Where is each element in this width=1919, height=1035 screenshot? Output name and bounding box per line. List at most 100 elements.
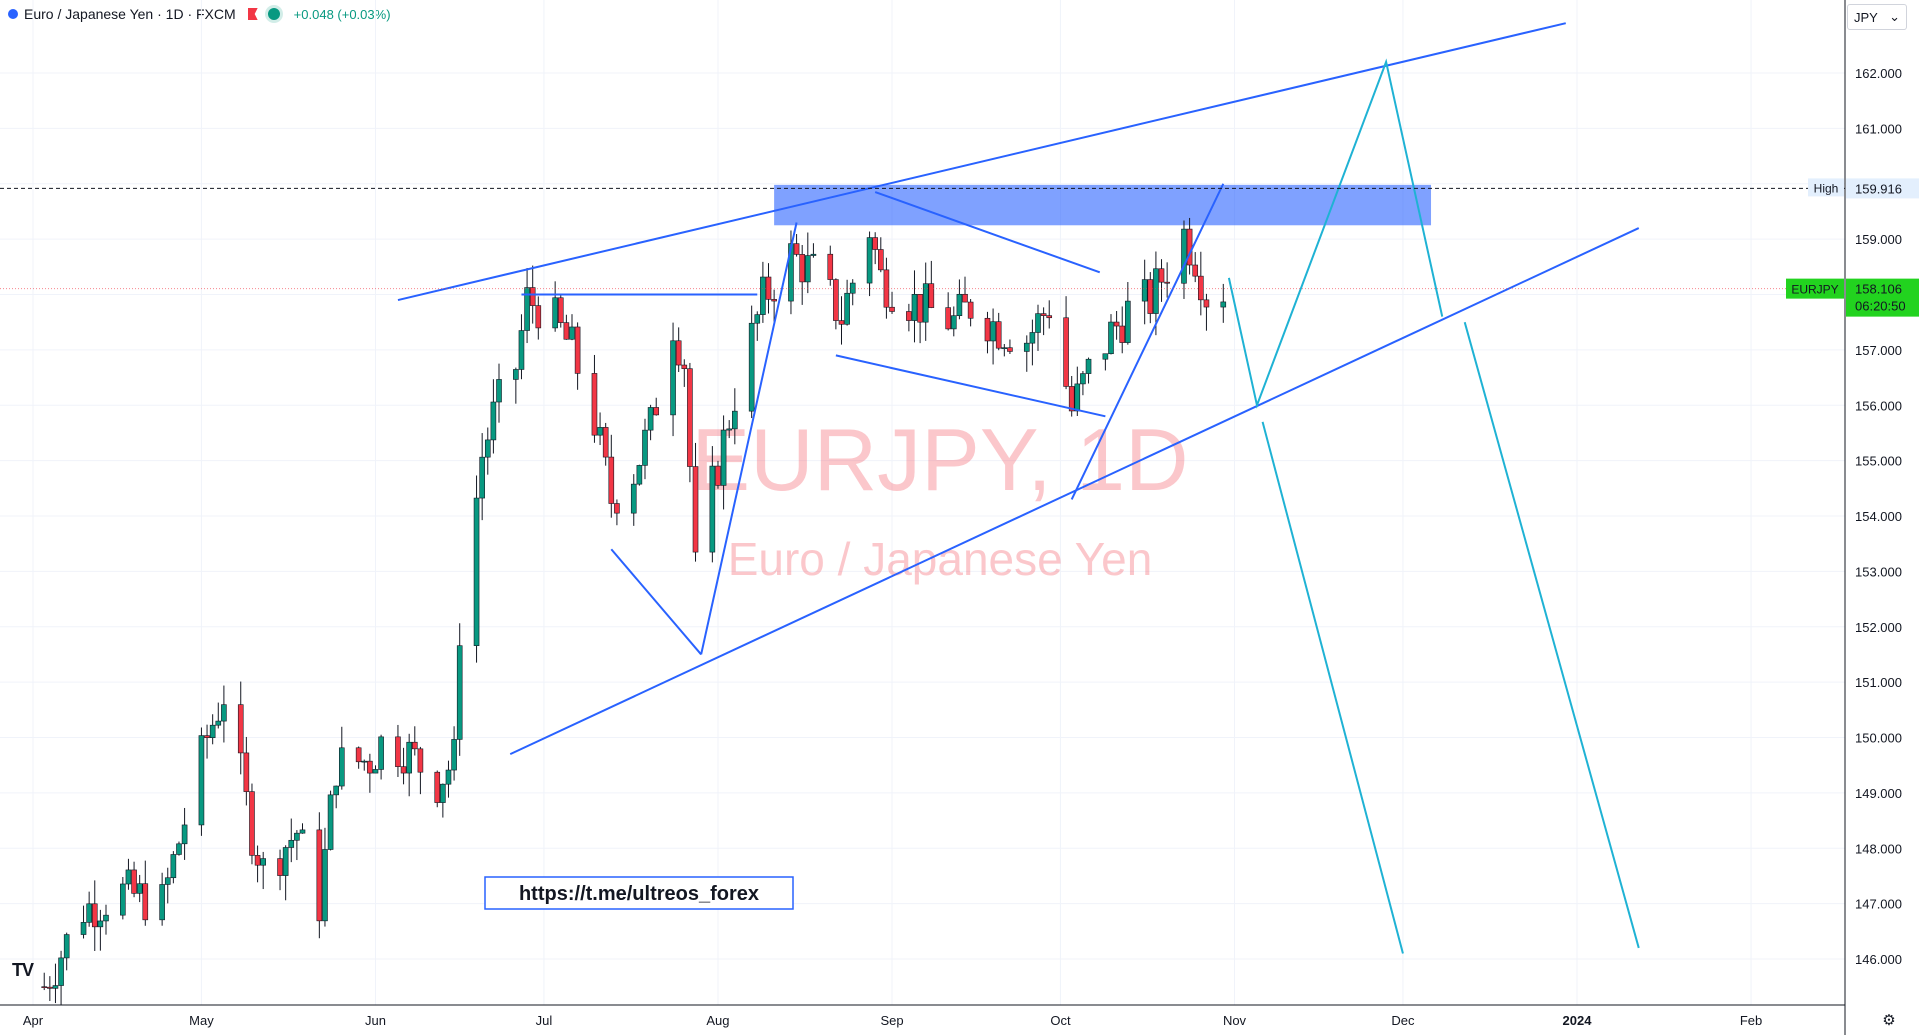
y-tick-label: 155.000 bbox=[1855, 454, 1902, 469]
candle-up bbox=[636, 465, 643, 485]
resistance-zone[interactable] bbox=[774, 184, 1432, 226]
candle-up bbox=[844, 292, 850, 325]
candle-up bbox=[198, 735, 205, 826]
market-status-icon bbox=[267, 8, 280, 20]
candle-up bbox=[473, 497, 480, 646]
candle-down bbox=[608, 456, 615, 504]
high-value-label: 159.916 bbox=[1855, 181, 1902, 196]
candle-up bbox=[479, 456, 485, 499]
candle-up bbox=[1125, 300, 1131, 343]
candle-up bbox=[86, 903, 92, 923]
currency-selector[interactable]: JPY ⌄ bbox=[1847, 4, 1907, 30]
symbol-badge bbox=[1786, 278, 1844, 299]
projection-path-2[interactable] bbox=[1261, 421, 1404, 954]
drop-line[interactable] bbox=[610, 548, 702, 656]
channel-upper-line[interactable] bbox=[397, 22, 1567, 302]
candle-down bbox=[254, 855, 261, 866]
candle-down bbox=[1119, 325, 1126, 343]
projection-path-3[interactable] bbox=[1463, 321, 1640, 949]
candle-up bbox=[322, 849, 328, 922]
candle-down bbox=[316, 829, 323, 922]
channel-lower-line[interactable] bbox=[509, 227, 1640, 756]
chevron-down-icon: ⌄ bbox=[1889, 9, 1900, 24]
candle-up bbox=[52, 985, 59, 989]
candle-up bbox=[642, 429, 648, 466]
candle-up bbox=[1102, 353, 1109, 360]
candle-down bbox=[1203, 299, 1210, 308]
candle-down bbox=[1147, 279, 1154, 314]
candle-up bbox=[1141, 279, 1148, 302]
candle-down bbox=[917, 294, 923, 323]
candle-down bbox=[1068, 386, 1075, 412]
candle-up bbox=[294, 832, 300, 841]
candle-up bbox=[136, 883, 143, 894]
candle-down bbox=[142, 883, 149, 921]
x-tick-label: Aug bbox=[706, 1013, 729, 1028]
candle-down bbox=[434, 771, 441, 803]
candle-up bbox=[170, 854, 177, 879]
candle-down bbox=[984, 317, 991, 342]
candle-up bbox=[125, 869, 132, 885]
candle-down bbox=[1007, 347, 1013, 352]
candle-down bbox=[249, 791, 255, 856]
candle-down bbox=[793, 243, 800, 255]
candle-down bbox=[827, 253, 834, 280]
candle-up bbox=[378, 736, 384, 770]
candle-up bbox=[1220, 301, 1227, 308]
rally-line-2[interactable] bbox=[1070, 183, 1225, 500]
y-tick-label: 148.000 bbox=[1855, 841, 1902, 856]
candle-down bbox=[962, 293, 968, 303]
candle-down bbox=[91, 903, 98, 928]
candle-up bbox=[445, 769, 452, 785]
wedge-bottom-line[interactable] bbox=[835, 354, 1106, 418]
link-box[interactable] bbox=[484, 876, 794, 910]
y-tick-label: 146.000 bbox=[1855, 952, 1902, 967]
rally-line[interactable] bbox=[700, 222, 798, 655]
x-tick-label: Apr bbox=[23, 1013, 44, 1028]
candle-down bbox=[411, 741, 418, 750]
candle-up bbox=[760, 276, 766, 315]
candle-down bbox=[945, 307, 951, 330]
candle-up bbox=[748, 322, 755, 412]
last-price-label: 158.106 bbox=[1855, 282, 1902, 297]
chart-title[interactable]: Euro / Japanese Yen · 1D · FXCM bbox=[24, 6, 236, 22]
candle-up bbox=[176, 843, 182, 855]
candle-up bbox=[866, 237, 873, 284]
candle-down bbox=[277, 858, 283, 876]
candle-up bbox=[159, 884, 165, 921]
candle-up bbox=[327, 794, 334, 850]
candle-up bbox=[496, 379, 502, 403]
candle-up bbox=[1085, 358, 1092, 374]
wedge-top-line[interactable] bbox=[874, 191, 1101, 274]
candle-up bbox=[1023, 342, 1030, 352]
candle-down bbox=[1063, 317, 1069, 387]
y-tick-label: 152.000 bbox=[1855, 620, 1902, 635]
candle-up bbox=[63, 934, 70, 959]
candle-up bbox=[372, 769, 379, 774]
flag-icon[interactable] bbox=[247, 8, 258, 20]
projection-path-1[interactable] bbox=[1227, 58, 1444, 409]
candle-down bbox=[367, 760, 373, 774]
candle-up bbox=[754, 314, 761, 324]
candle-down bbox=[131, 869, 137, 894]
candle-up bbox=[1035, 313, 1041, 333]
high-label-box bbox=[1808, 178, 1844, 197]
high-label: High bbox=[1814, 181, 1839, 195]
symbol-icon bbox=[8, 9, 18, 19]
candle-up bbox=[440, 783, 446, 803]
candle-up bbox=[361, 760, 368, 763]
gear-icon[interactable]: ⚙ bbox=[1882, 1012, 1896, 1029]
candle-down bbox=[355, 747, 362, 763]
candle-up bbox=[282, 847, 289, 876]
candle-up bbox=[288, 839, 295, 848]
candle-down bbox=[204, 735, 210, 739]
y-tick-label: 156.000 bbox=[1855, 398, 1902, 413]
candle-down bbox=[400, 766, 407, 774]
candle-down bbox=[243, 752, 250, 792]
candle-down bbox=[535, 305, 542, 329]
x-tick-label: Sep bbox=[880, 1013, 903, 1028]
candle-up bbox=[406, 741, 412, 774]
tradingview-logo[interactable]: TV bbox=[12, 960, 34, 980]
y-tick-label: 161.000 bbox=[1855, 121, 1902, 136]
